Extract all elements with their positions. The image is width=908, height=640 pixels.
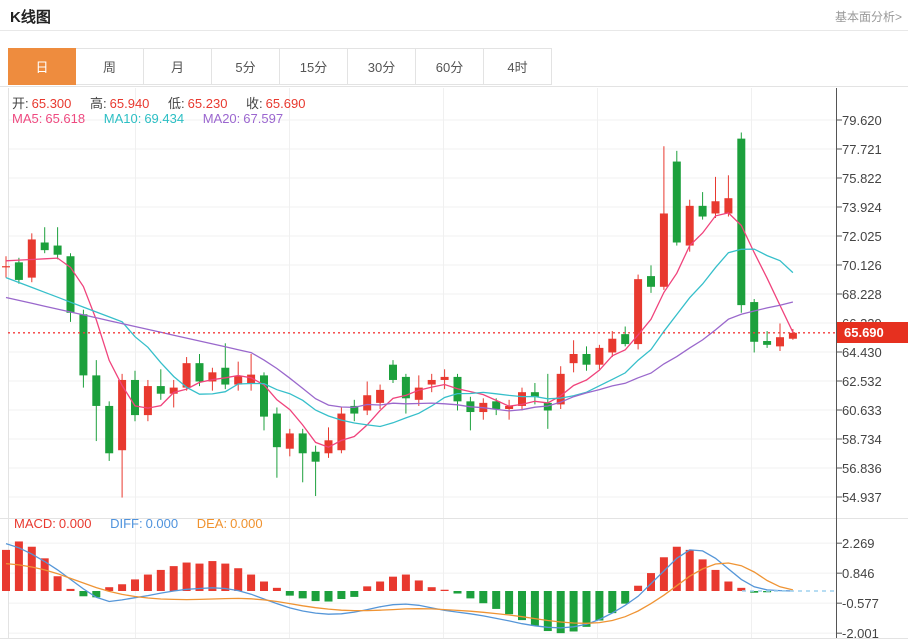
open-value: 65.300 xyxy=(31,96,72,111)
price-axis-label: 60.633 xyxy=(842,402,882,418)
close-value: 65.690 xyxy=(265,96,306,111)
tab-period-0[interactable]: 日 xyxy=(8,48,76,85)
open-label: 开: xyxy=(12,96,29,111)
ma20-value: 67.597 xyxy=(243,111,284,126)
fundamental-analysis-link[interactable]: 基本面分析> xyxy=(834,10,902,24)
page-title: K线图 xyxy=(10,9,51,26)
low-label: 低: xyxy=(168,96,185,111)
ma20-line xyxy=(5,296,794,412)
macd-axis-label: -2.001 xyxy=(842,625,879,640)
tab-period-6[interactable]: 60分 xyxy=(416,48,484,85)
price-axis-label: 64.430 xyxy=(842,344,882,360)
price-axis-label: 62.532 xyxy=(842,373,882,389)
price-axis-label: 75.822 xyxy=(842,170,882,186)
macd-axis-label: -0.577 xyxy=(842,595,879,611)
ma20-label: MA20: xyxy=(202,111,241,126)
diff-label: DIFF: xyxy=(110,516,143,531)
dea-value: 0.000 xyxy=(230,516,263,531)
price-axis-label: 56.836 xyxy=(842,460,882,476)
close-label: 收: xyxy=(246,96,263,111)
macd-histogram-layer xyxy=(2,541,772,634)
tab-period-4[interactable]: 15分 xyxy=(280,48,348,85)
ma10-line xyxy=(5,248,794,428)
diff-value: 0.000 xyxy=(145,516,179,531)
tab-period-2[interactable]: 月 xyxy=(144,48,212,85)
low-value: 65.230 xyxy=(187,96,228,111)
tab-period-3[interactable]: 5分 xyxy=(212,48,280,85)
price-axis-label: 73.924 xyxy=(842,199,882,215)
tab-period-5[interactable]: 30分 xyxy=(348,48,416,85)
macd-row: MACD: 0.000 DIFF: 0.000 DEA: 0.000 xyxy=(14,516,278,531)
ma10-value: 69.434 xyxy=(144,111,185,126)
dea-line xyxy=(5,562,794,624)
price-axis-label: 68.228 xyxy=(842,286,882,302)
current-price-badge: 65.690 xyxy=(837,322,908,344)
tab-period-1[interactable]: 周 xyxy=(76,48,144,85)
price-axis-label: 54.937 xyxy=(842,489,882,505)
header-divider xyxy=(0,30,908,31)
high-label: 高: xyxy=(90,96,107,111)
ma10-label: MA10: xyxy=(103,111,142,126)
macd-axis-label: 0.846 xyxy=(842,565,875,581)
price-axis-label: 77.721 xyxy=(842,141,882,157)
ma5-value: 65.618 xyxy=(45,111,86,126)
price-axis-label: 70.126 xyxy=(842,257,882,273)
tab-period-7[interactable]: 4时 xyxy=(484,48,552,85)
candles-layer xyxy=(2,132,797,498)
ma5-label: MA5: xyxy=(12,111,43,126)
macd-label: MACD: xyxy=(14,516,56,531)
ma5-line xyxy=(5,212,794,448)
grid-layer xyxy=(0,86,908,639)
dea-label: DEA: xyxy=(196,516,228,531)
ma-row: MA5: 65.618 MA10: 69.434 MA20: 67.597 xyxy=(12,111,298,126)
high-value: 65.940 xyxy=(109,96,150,111)
price-axis-label: 79.620 xyxy=(842,112,882,128)
ohlc-row: 开: 65.300 高: 65.940 低: 65.230 收: 65.690 xyxy=(12,93,320,112)
macd-value: 0.000 xyxy=(58,516,92,531)
macd-axis-label: 2.269 xyxy=(842,535,875,551)
period-tab-bar: 日周月 5分 15分 30分 60分 4时 xyxy=(8,48,552,85)
price-axis-label: 72.025 xyxy=(842,228,882,244)
price-axis-label: 58.734 xyxy=(842,431,882,447)
